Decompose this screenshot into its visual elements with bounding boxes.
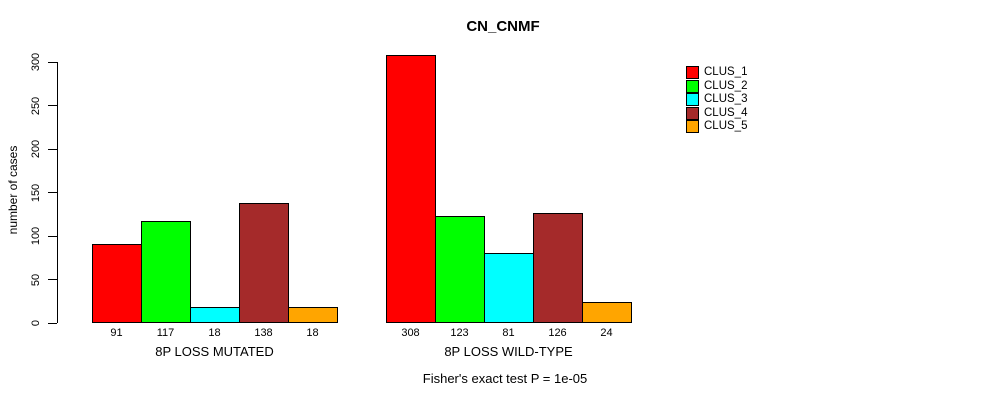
bar-value-label: 126 bbox=[548, 327, 567, 339]
y-tick-mark bbox=[48, 148, 57, 150]
legend-label: CLUS_1 bbox=[704, 66, 748, 79]
y-tick-label: 0 bbox=[30, 319, 42, 327]
y-tick-mark bbox=[48, 105, 57, 106]
bar-clus_3-group2 bbox=[484, 253, 534, 323]
y-tick-label: 150 bbox=[30, 183, 42, 202]
y-tick-mark bbox=[48, 235, 57, 237]
legend: CLUS_1 CLUS_2 CLUS_3 CLUS_4 CLUS_5 bbox=[686, 66, 747, 134]
chart-title: CN_CNMF bbox=[466, 18, 540, 35]
bar-value-label: 91 bbox=[110, 327, 123, 339]
legend-swatch-clus_4 bbox=[686, 106, 699, 120]
bar-clus_1-group1 bbox=[92, 244, 142, 323]
y-tick-label: 100 bbox=[30, 226, 42, 246]
bar-clus_3-group1 bbox=[190, 307, 240, 323]
y-axis-line bbox=[57, 62, 58, 323]
legend-row: CLUS_2 bbox=[686, 79, 748, 94]
legend-swatch-clus_1 bbox=[686, 66, 699, 80]
legend-label: CLUS_4 bbox=[704, 106, 748, 119]
bar-value-label: 18 bbox=[208, 327, 221, 339]
bar-value-label: 81 bbox=[502, 327, 515, 339]
legend-row: CLUS_1 bbox=[686, 66, 747, 80]
bar-clus_4-group2 bbox=[533, 213, 583, 323]
y-tick-label: 250 bbox=[30, 96, 42, 115]
y-tick-mark bbox=[48, 61, 57, 63]
bar-value-label: 117 bbox=[156, 327, 175, 339]
legend-row: CLUS_3 bbox=[686, 93, 747, 107]
bar-value-label: 18 bbox=[306, 327, 319, 339]
bar-clus_1-group2 bbox=[386, 55, 436, 323]
bar-value-label: 24 bbox=[600, 327, 613, 339]
bar-clus_4-group1 bbox=[239, 203, 289, 323]
y-tick-label: 50 bbox=[30, 273, 42, 286]
bar-clus_5-group2 bbox=[582, 302, 632, 323]
y-tick-label: 200 bbox=[30, 139, 42, 159]
bar-clus_2-group2 bbox=[435, 216, 485, 323]
y-tick-label: 300 bbox=[30, 52, 42, 72]
legend-row: CLUS_4 bbox=[686, 106, 748, 121]
legend-label: CLUS_5 bbox=[704, 120, 748, 133]
y-axis-title: number of cases bbox=[6, 145, 20, 235]
bar-value-label: 138 bbox=[254, 327, 273, 339]
bar-value-label: 308 bbox=[401, 327, 420, 339]
legend-swatch-clus_5 bbox=[686, 120, 699, 134]
group-label: 8P LOSS MUTATED bbox=[155, 344, 274, 359]
y-tick-mark bbox=[48, 322, 57, 324]
legend-label: CLUS_2 bbox=[704, 79, 748, 92]
y-tick-mark bbox=[48, 192, 57, 193]
legend-row: CLUS_5 bbox=[686, 120, 747, 134]
group-label: 8P LOSS WILD-TYPE bbox=[444, 344, 573, 359]
y-tick-mark bbox=[48, 279, 57, 280]
bar-clus_5-group1 bbox=[288, 307, 338, 323]
legend-label: CLUS_3 bbox=[704, 93, 748, 106]
legend-swatch-clus_3 bbox=[686, 93, 699, 107]
bar-clus_2-group1 bbox=[141, 221, 191, 323]
stat-test-caption: Fisher's exact test P = 1e-05 bbox=[422, 371, 588, 386]
bar-value-label: 123 bbox=[450, 327, 469, 339]
legend-swatch-clus_2 bbox=[686, 79, 699, 93]
